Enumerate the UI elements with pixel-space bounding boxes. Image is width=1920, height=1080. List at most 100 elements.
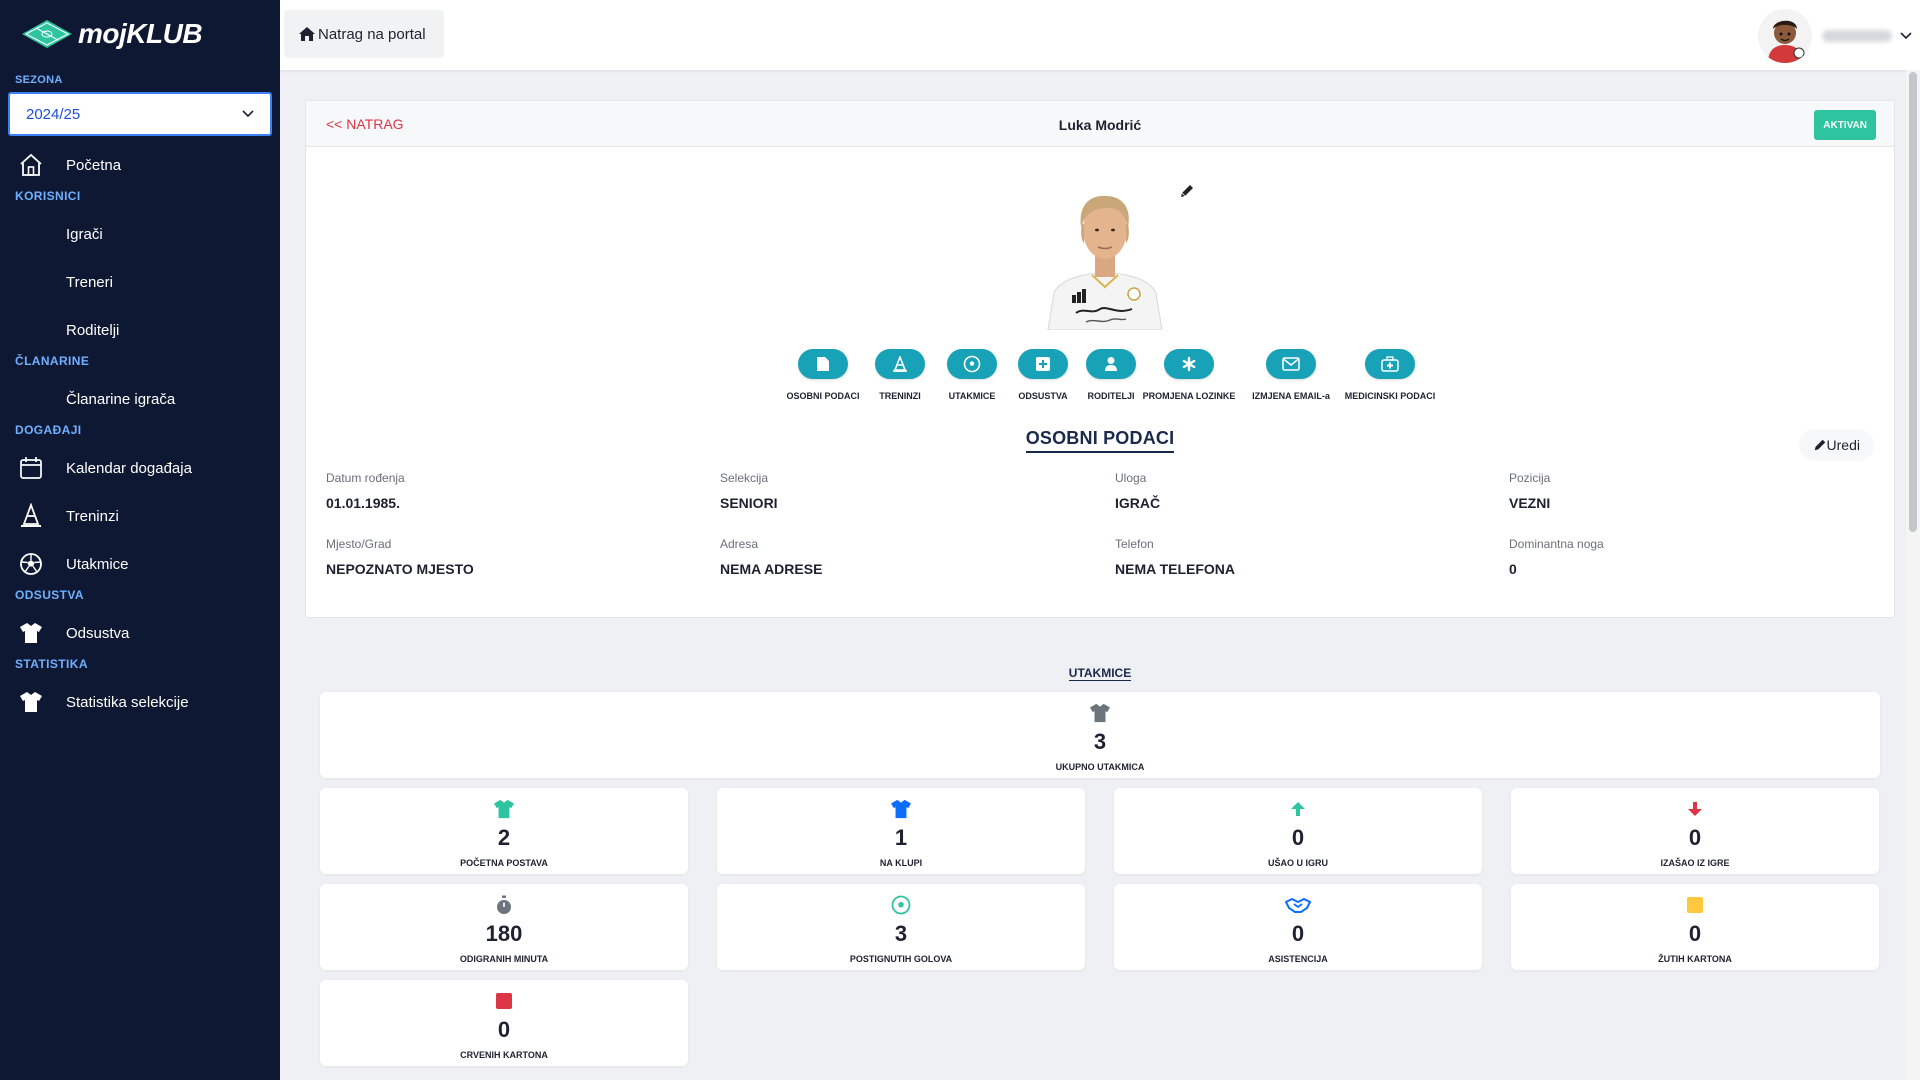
tab-izmjena-emaila[interactable]: IZMJENA EMAIL-a bbox=[1241, 349, 1341, 401]
field-dominantna-noga: Dominantna noga 0 bbox=[1509, 537, 1869, 577]
stopwatch-icon bbox=[495, 894, 513, 916]
sidebar-item-pocetna[interactable]: Početna bbox=[0, 145, 280, 185]
sidebar-item-treninzi[interactable]: Treninzi bbox=[0, 496, 280, 536]
back-link[interactable]: << NATRAG bbox=[326, 116, 404, 132]
field-adresa: Adresa NEMA ADRESE bbox=[720, 537, 1080, 577]
stat-card-asistencija: 0 ASISTENCIJA bbox=[1114, 884, 1482, 970]
sidebar-item-label: Odsustva bbox=[66, 624, 130, 642]
arrow-up-icon bbox=[1289, 798, 1307, 820]
field-label: Dominantna noga bbox=[1509, 537, 1604, 551]
stat-value: 3 bbox=[894, 921, 908, 946]
tab-utakmice[interactable]: UTAKMICE bbox=[932, 349, 1012, 401]
handshake-icon bbox=[1285, 894, 1311, 916]
sidebar-item-igraci[interactable]: Igrači bbox=[0, 214, 280, 254]
page-scrollbar[interactable] bbox=[1906, 70, 1920, 1080]
section-odsustva: ODSUSTVA bbox=[15, 588, 84, 602]
tab-label: OSOBNI PODACI bbox=[786, 391, 860, 401]
tab-label: RODITELJI bbox=[1087, 391, 1135, 401]
stat-card-izasao-iz-igre: 0 IZAŠAO IZ IGRE bbox=[1511, 788, 1879, 874]
sidebar-item-odsustva[interactable]: Odsustva bbox=[0, 613, 280, 653]
stat-label: ASISTENCIJA bbox=[1268, 954, 1328, 964]
stat-value: 0 bbox=[1688, 921, 1702, 946]
season-label: SEZONA bbox=[15, 74, 63, 86]
football-icon bbox=[963, 355, 981, 373]
training-cone-icon bbox=[893, 356, 907, 372]
tab-label: IZMJENA EMAIL-a bbox=[1252, 391, 1330, 401]
section-dogadaji: DOGAĐAJI bbox=[15, 423, 82, 437]
stat-value: 2 bbox=[497, 825, 511, 850]
document-icon bbox=[817, 357, 829, 371]
sidebar-item-statistika-selekcije[interactable]: Statistika selekcije bbox=[0, 682, 280, 722]
player-profile-card: << NATRAG Luka Modrić AKTIVAN bbox=[305, 100, 1895, 618]
sidebar-item-kalendar[interactable]: Kalendar događaja bbox=[0, 448, 280, 488]
edit-button-label: Uredi bbox=[1826, 437, 1860, 453]
tab-osobni-podaci[interactable]: OSOBNI PODACI bbox=[783, 349, 863, 401]
scrollbar-thumb[interactable] bbox=[1909, 72, 1917, 532]
logo-text: mojKLUB bbox=[78, 18, 203, 49]
profile-tabs: OSOBNI PODACI TRENINZI UTAKMICE ODSUSTVA… bbox=[306, 349, 1894, 409]
tab-medicinski-podaci[interactable]: MEDICINSKI PODACI bbox=[1335, 349, 1445, 401]
edit-button[interactable]: Uredi bbox=[1798, 429, 1874, 461]
tab-treninzi[interactable]: TRENINZI bbox=[860, 349, 940, 401]
sidebar-item-clanarine-igraca[interactable]: Članarine igrača bbox=[0, 379, 280, 419]
field-selekcija: Selekcija SENIORI bbox=[720, 471, 1080, 511]
sidebar-item-roditelji[interactable]: Roditelji bbox=[0, 310, 280, 350]
sidebar-item-utakmice[interactable]: Utakmice bbox=[0, 544, 280, 584]
field-label: Mjesto/Grad bbox=[326, 537, 392, 551]
sidebar-item-label: Treninzi bbox=[66, 507, 119, 525]
field-label: Datum rođenja bbox=[326, 471, 405, 485]
tab-label: TRENINZI bbox=[879, 391, 921, 401]
stat-card-total: 3 UKUPNO UTAKMICA bbox=[320, 692, 1880, 778]
section-title: OSOBNI PODACI bbox=[306, 428, 1894, 453]
football-icon bbox=[18, 551, 44, 577]
top-bar: Natrag na portal bbox=[280, 0, 1920, 70]
tab-roditelji[interactable]: RODITELJI bbox=[1071, 349, 1151, 401]
edit-photo-button[interactable] bbox=[1179, 183, 1195, 204]
user-menu[interactable] bbox=[1758, 8, 1912, 64]
back-to-portal-label: Natrag na portal bbox=[318, 25, 426, 43]
stat-label: NA KLUPI bbox=[879, 858, 923, 868]
stat-card-odigranih-minuta: 180 ODIGRANIH MINUTA bbox=[320, 884, 688, 970]
yellow-card-icon bbox=[1686, 894, 1704, 916]
stat-value: 0 bbox=[1291, 825, 1305, 850]
tab-label: UTAKMICE bbox=[948, 391, 996, 401]
sidebar-item-treneri[interactable]: Treneri bbox=[0, 262, 280, 302]
training-cone-icon bbox=[18, 503, 44, 529]
tab-promjena-lozinke[interactable]: PROMJENA LOZINKE bbox=[1134, 349, 1244, 401]
sidebar-item-label: Statistika selekcije bbox=[66, 693, 189, 711]
tab-label: MEDICINSKI PODACI bbox=[1344, 391, 1436, 401]
stat-card-pocetna-postava: 2 POČETNA POSTAVA bbox=[320, 788, 688, 874]
stat-label: CRVENIH KARTONA bbox=[460, 1050, 548, 1060]
red-card-icon bbox=[495, 990, 513, 1012]
stat-card-postignutih-golova: 3 POSTIGNUTIH GOLOVA bbox=[717, 884, 1085, 970]
season-value: 2024/25 bbox=[26, 105, 81, 123]
tab-odsustva[interactable]: ODSUSTVA bbox=[1003, 349, 1083, 401]
stat-value: 1 bbox=[894, 825, 908, 850]
section-korisnici: KORISNICI bbox=[15, 189, 81, 203]
stat-card-usao-u-igru: 0 UŠAO U IGRU bbox=[1114, 788, 1482, 874]
player-photo bbox=[1040, 175, 1170, 331]
app-logo[interactable]: mojKLUB bbox=[20, 14, 203, 54]
home-icon bbox=[299, 27, 315, 41]
section-clanarine: ČLANARINE bbox=[15, 354, 90, 368]
stats-title-text[interactable]: UTAKMICE bbox=[1068, 666, 1132, 681]
shirt-icon bbox=[889, 798, 913, 820]
stat-value: 0 bbox=[1688, 825, 1702, 850]
medical-plus-icon bbox=[1036, 357, 1050, 371]
sidebar: mojKLUB SEZONA 2024/25 Početna KORISNICI… bbox=[0, 0, 280, 1080]
sidebar-item-label: Treneri bbox=[66, 273, 113, 291]
player-name: Luka Modrić bbox=[1058, 117, 1142, 133]
back-to-portal-button[interactable]: Natrag na portal bbox=[284, 10, 444, 58]
season-select[interactable]: 2024/25 bbox=[8, 92, 272, 136]
card-header: << NATRAG Luka Modrić AKTIVAN bbox=[306, 101, 1894, 147]
football-icon bbox=[891, 894, 911, 916]
pencil-icon bbox=[1814, 439, 1825, 451]
field-value: IGRAČ bbox=[1115, 495, 1161, 511]
shirt-icon bbox=[18, 620, 44, 646]
arrow-down-icon bbox=[1686, 798, 1704, 820]
medical-kit-icon bbox=[1381, 356, 1399, 372]
stat-card-crvenih-kartona: 0 CRVENIH KARTONA bbox=[320, 980, 688, 1066]
chevron-down-icon bbox=[242, 110, 254, 118]
pencil-icon bbox=[1181, 185, 1193, 197]
stat-value: 0 bbox=[1291, 921, 1305, 946]
